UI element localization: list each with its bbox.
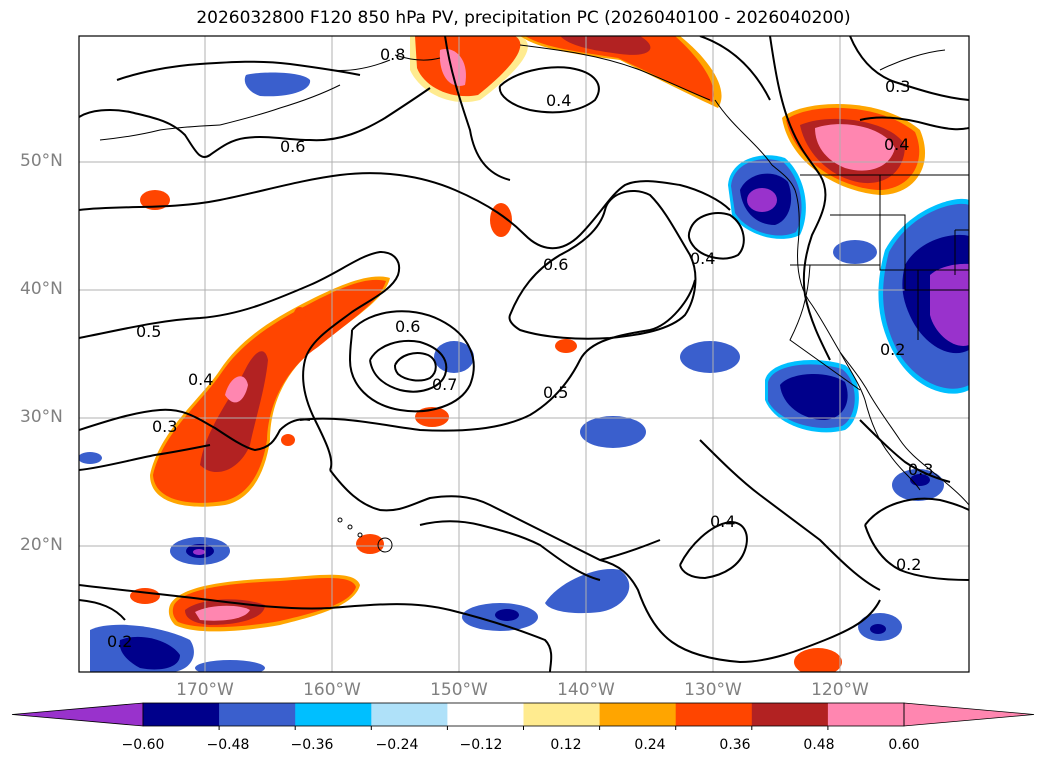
coastlines: [99, 44, 969, 553]
contour-label: 0.6: [395, 317, 420, 336]
lon-label: 150°W: [430, 680, 488, 700]
contour-label: 0.6: [280, 137, 305, 156]
lat-label: 40°N: [20, 279, 63, 299]
contour-label: 0.3: [885, 77, 910, 96]
contour-label: 0.2: [107, 632, 132, 651]
colorbar-segment: [219, 703, 296, 726]
colorbar-tick-label: 0.36: [719, 737, 751, 753]
colorbar-segment: [371, 703, 448, 726]
contour-label: 0.8: [380, 45, 405, 64]
lon-label: 160°W: [303, 680, 361, 700]
colorbar-tick-label: −0.60: [121, 737, 165, 753]
contour-label: 0.7: [432, 375, 457, 394]
map-title: 2026032800 F120 850 hPa PV, precipitatio…: [196, 8, 851, 28]
colorbar-tick-label: −0.12: [459, 737, 503, 753]
contour-label: 0.5: [543, 383, 568, 402]
contour-label: 0.4: [690, 249, 715, 268]
colorbar-extend-low: [11, 702, 144, 727]
lat-label: 50°N: [20, 151, 63, 171]
colorbar-segment: [675, 703, 753, 726]
lon-label: 120°W: [811, 680, 869, 700]
contour-label: 0.3: [908, 460, 933, 479]
colorbar-segment: [599, 703, 677, 726]
colorbar-tick-label: −0.48: [206, 737, 250, 753]
lon-label: 130°W: [684, 680, 742, 700]
colorbar-segment: [295, 703, 372, 726]
contour-label: 0.2: [896, 555, 921, 574]
map-frame: [78, 35, 970, 673]
lat-label: 20°N: [20, 535, 63, 555]
map-area: 0.8 0.4 0.3 0.6 0.4 0.4 0.6 0.5 0.6 0.4 …: [79, 36, 969, 672]
contour-label: 0.4: [710, 512, 735, 531]
graticule: [79, 36, 969, 672]
lon-label: 140°W: [557, 680, 615, 700]
pv-contours: [79, 36, 969, 672]
contour-label: 0.5: [136, 322, 161, 341]
colorbar-tick-label: 0.48: [803, 737, 835, 753]
contour-label: 0.4: [884, 135, 909, 154]
colorbar-tick-label: 0.12: [550, 737, 582, 753]
colorbar-tick-label: −0.36: [290, 737, 334, 753]
positive-precip-shading: [130, 36, 926, 672]
lat-label: 30°N: [20, 407, 63, 427]
colorbar: [11, 702, 1035, 730]
colorbar-segment: [447, 703, 524, 726]
contour-label: 0.4: [546, 91, 571, 110]
lon-label: 170°W: [176, 680, 234, 700]
contour-label: 0.6: [543, 255, 568, 274]
negative-precip-shading: [79, 72, 969, 672]
colorbar-tick-label: 0.24: [634, 737, 666, 753]
colorbar-tick-label: −0.24: [375, 737, 419, 753]
colorbar-segment: [827, 703, 905, 726]
colorbar-tick-label: 0.60: [888, 737, 920, 753]
contour-label: 0.2: [880, 340, 905, 359]
colorbar-segment: [751, 703, 829, 726]
colorbar-segment: [143, 703, 220, 726]
colorbar-segment: [523, 703, 601, 726]
contour-label: 0.4: [188, 370, 213, 389]
colorbar-extend-high: [903, 702, 1035, 727]
contour-labels: 0.8 0.4 0.3 0.6 0.4 0.4 0.6 0.5 0.6 0.4 …: [107, 45, 933, 651]
contour-label: 0.3: [152, 417, 177, 436]
